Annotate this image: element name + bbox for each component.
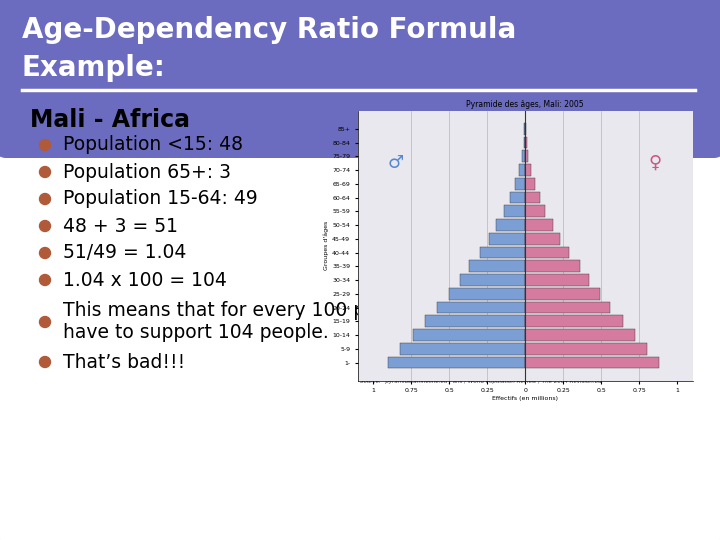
Bar <box>526 302 611 313</box>
Bar <box>425 315 526 327</box>
Circle shape <box>40 220 50 232</box>
Bar <box>489 233 526 245</box>
Title: Pyramide des âges, Mali: 2005: Pyramide des âges, Mali: 2005 <box>467 99 584 109</box>
Circle shape <box>40 316 50 327</box>
Circle shape <box>40 139 50 151</box>
Bar <box>526 247 570 259</box>
Bar <box>496 219 526 231</box>
Bar <box>526 178 535 190</box>
Bar <box>524 123 526 134</box>
FancyBboxPatch shape <box>6 126 714 148</box>
Bar <box>526 329 635 341</box>
Circle shape <box>40 166 50 178</box>
Bar <box>522 151 526 162</box>
Bar <box>526 192 540 204</box>
Text: 51/49 = 1.04: 51/49 = 1.04 <box>63 244 186 262</box>
Bar <box>519 164 526 176</box>
Text: 48 + 3 = 51: 48 + 3 = 51 <box>63 217 178 235</box>
Bar <box>437 302 526 313</box>
Bar <box>526 343 647 355</box>
Bar <box>460 274 526 286</box>
Bar <box>413 329 526 341</box>
Circle shape <box>40 274 50 286</box>
Bar <box>504 206 526 217</box>
Bar <box>510 192 526 204</box>
X-axis label: Effectifs (en millions): Effectifs (en millions) <box>492 396 558 401</box>
Text: ♂: ♂ <box>388 154 404 172</box>
FancyBboxPatch shape <box>0 0 720 158</box>
Bar <box>526 260 580 272</box>
Bar <box>526 206 545 217</box>
Text: Age-Dependency Ratio Formula: Age-Dependency Ratio Formula <box>22 16 516 44</box>
Text: 1.04 x 100 = 104: 1.04 x 100 = 104 <box>63 271 227 289</box>
Bar <box>523 137 526 148</box>
Circle shape <box>40 247 50 259</box>
Bar <box>449 288 526 300</box>
Bar <box>526 151 528 162</box>
Bar <box>526 274 589 286</box>
Circle shape <box>40 356 50 368</box>
Text: That’s bad!!!: That’s bad!!! <box>63 353 185 372</box>
Text: ♀: ♀ <box>648 154 661 172</box>
Bar <box>400 343 526 355</box>
Circle shape <box>40 193 50 205</box>
Text: Example:: Example: <box>22 54 166 82</box>
Bar <box>526 219 553 231</box>
Text: Population <15: 48: Population <15: 48 <box>63 136 243 154</box>
Bar <box>469 260 526 272</box>
Bar <box>526 288 600 300</box>
Y-axis label: Groupes d'âges: Groupes d'âges <box>324 221 329 271</box>
Bar <box>526 357 660 368</box>
Bar <box>515 178 526 190</box>
Bar <box>526 164 531 176</box>
Bar <box>526 233 560 245</box>
Text: This means that for every 100 people that work, they
have to support 104 people.: This means that for every 100 people tha… <box>63 301 566 342</box>
Text: Population 15-64: 49: Population 15-64: 49 <box>63 190 258 208</box>
Text: Mali - Africa: Mali - Africa <box>30 108 190 132</box>
Bar <box>526 315 623 327</box>
Text: Source: *pyramide.amneline.eu / ans / World Population Review / The 2004 Revisio: Source: *pyramide.amneline.eu / ans / Wo… <box>360 380 602 384</box>
Text: Population 65+: 3: Population 65+: 3 <box>63 163 231 181</box>
Bar <box>480 247 526 259</box>
Bar <box>388 357 526 368</box>
